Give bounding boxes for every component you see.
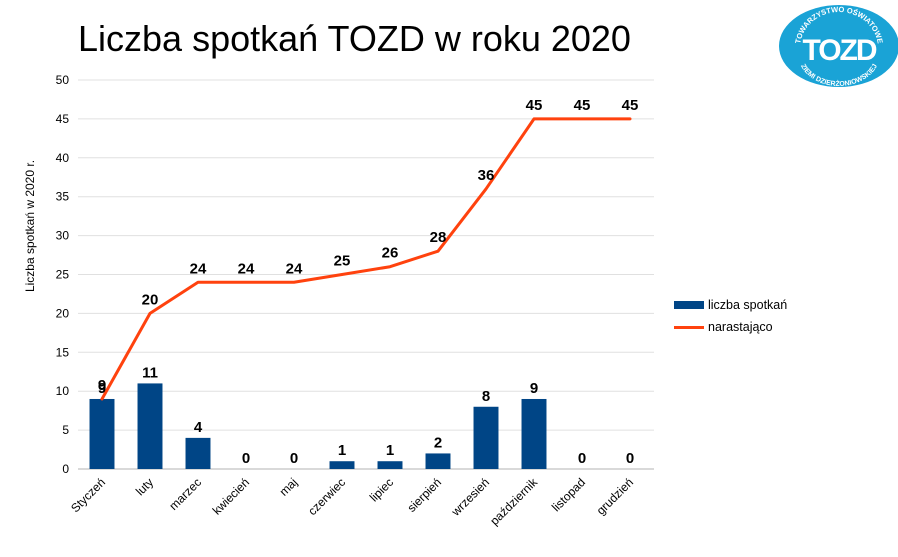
y-tick-label: 0	[62, 462, 69, 476]
x-tick-label: luty	[133, 475, 156, 498]
bar	[89, 398, 115, 469]
bar-data-label: 0	[578, 450, 586, 467]
legend-item-line: narastająco	[674, 316, 787, 338]
legend-swatch-line	[674, 325, 704, 329]
y-tick-label: 40	[56, 151, 70, 165]
line-data-label: 9	[98, 377, 106, 394]
x-tick-label: kwiecień	[210, 475, 252, 517]
bar-data-label: 0	[290, 450, 298, 467]
x-tick-label: marzec	[166, 475, 204, 513]
bar	[329, 461, 355, 469]
legend-label-line: narastająco	[708, 320, 773, 334]
x-tick-label: listopad	[549, 475, 588, 514]
y-tick-label: 5	[62, 423, 69, 437]
legend-swatch-bars	[674, 301, 704, 309]
line-data-label: 24	[286, 260, 303, 277]
bar-data-label: 1	[338, 442, 346, 459]
gridlines	[78, 79, 654, 470]
y-tick-label: 45	[56, 112, 70, 126]
tozd-logo: TOWARZYSTWO OŚWIATOWE ZIEMI DZIERŻONIOWS…	[779, 5, 898, 88]
bar-data-label: 2	[434, 434, 442, 451]
bar-data-label: 0	[242, 450, 250, 467]
bar-data-label: 1	[386, 442, 394, 459]
logo-mark: TOZD	[802, 34, 876, 67]
y-tick-label: 15	[56, 345, 70, 359]
x-tick-label: Styczeń	[68, 475, 108, 515]
legend-label-bars: liczba spotkań	[708, 298, 788, 312]
y-tick-label: 25	[56, 268, 70, 282]
bar-data-label: 9	[98, 380, 106, 397]
line-data-label: 45	[574, 97, 591, 114]
y-tick-label: 35	[56, 190, 70, 204]
bar-data-label: 9	[530, 380, 538, 397]
bar	[377, 461, 403, 469]
bar-data-label: 11	[142, 364, 158, 381]
y-tick-label: 30	[56, 229, 70, 243]
cumulative-line	[100, 117, 632, 401]
line-series	[100, 117, 632, 401]
bar	[137, 383, 163, 469]
x-tick-label: grudzień	[594, 475, 636, 517]
bar-data-label: 8	[482, 388, 490, 405]
x-axis-ticks: Styczeń luty marzec kwiecień maj czerwiec lipi…	[68, 475, 636, 529]
chart-title: Liczba spotkań TOZD w roku 2020	[78, 18, 631, 59]
line-data-label: 25	[334, 253, 351, 270]
bar-series	[89, 383, 547, 469]
line-data-label: 24	[190, 260, 207, 277]
x-tick-label: maj	[277, 475, 301, 499]
line-data-label: 45	[622, 97, 639, 114]
x-tick-label: czerwiec	[305, 475, 348, 518]
bar	[521, 398, 547, 469]
x-tick-label: sierpień	[405, 475, 445, 515]
x-tick-label: październik	[487, 475, 541, 529]
y-tick-label: 50	[56, 73, 70, 87]
x-tick-label: lipiec	[367, 475, 396, 504]
y-axis-label: Liczba spotkań w 2020 r.	[23, 160, 37, 292]
x-tick-label: wrzesień	[448, 475, 492, 519]
bar-data-label: 4	[194, 419, 203, 436]
line-data-label: 36	[478, 167, 495, 184]
y-axis-ticks: 0 5 10 15 20 25 30 35 40 45 50	[56, 73, 70, 476]
line-data-label: 26	[382, 245, 399, 262]
bar-data-label: 0	[626, 450, 634, 467]
bar	[473, 406, 499, 469]
y-tick-label: 10	[56, 384, 70, 398]
line-data-label: 45	[526, 97, 543, 114]
line-data-label: 24	[238, 260, 255, 277]
bar	[425, 453, 451, 469]
bar	[185, 437, 211, 469]
legend: liczba spotkań narastająco	[674, 294, 787, 338]
legend-item-bars: liczba spotkań	[674, 294, 787, 316]
y-tick-label: 20	[56, 306, 70, 320]
line-data-label: 28	[430, 229, 447, 246]
line-data-label: 20	[142, 291, 159, 308]
